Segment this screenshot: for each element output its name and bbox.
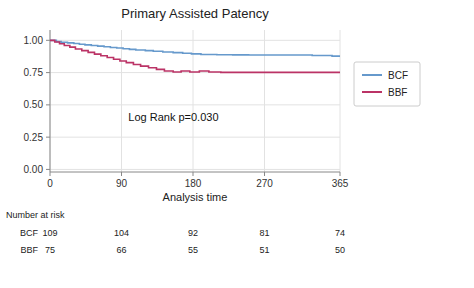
legend-swatch <box>362 91 382 93</box>
grid-line <box>50 30 51 172</box>
risk-count: 66 <box>116 245 126 255</box>
tick-label: 270 <box>256 178 273 189</box>
x-axis <box>50 172 340 173</box>
tick <box>193 172 194 176</box>
tick <box>264 172 265 176</box>
grid-line <box>50 137 340 138</box>
risk-count: 75 <box>45 245 55 255</box>
tick <box>50 172 51 176</box>
grid <box>50 30 340 172</box>
tick-label: 1.00 <box>24 35 44 46</box>
risk-count: 104 <box>114 228 129 238</box>
y-axis <box>50 30 51 172</box>
risk-row-label: BCF <box>20 228 39 238</box>
tick <box>46 72 50 73</box>
tick <box>46 169 50 170</box>
x-label: Analysis time <box>163 191 228 203</box>
risk-count: 92 <box>188 228 198 238</box>
risk-count: 81 <box>260 228 270 238</box>
risk-row-label: BBF <box>20 245 38 255</box>
legend-label: BCF <box>388 70 408 81</box>
grid-line <box>50 104 340 105</box>
grid-line <box>50 169 340 170</box>
legend-box <box>354 62 420 106</box>
tick-label: 0.50 <box>24 99 44 110</box>
tick-label: 90 <box>116 178 128 189</box>
tick <box>340 172 341 176</box>
tick <box>46 40 50 41</box>
survival-curve <box>50 40 340 72</box>
tick <box>46 104 50 105</box>
risk-count: 109 <box>42 228 57 238</box>
tick-label: 0 <box>47 178 53 189</box>
tick <box>46 137 50 138</box>
risk-count: 74 <box>335 228 345 238</box>
risk-count: 55 <box>188 245 198 255</box>
annotation: Log Rank p=0.030 <box>128 111 218 123</box>
tick-label: 365 <box>332 178 349 189</box>
risk-count: 50 <box>335 245 345 255</box>
tick-label: 0.25 <box>24 132 44 143</box>
grid-line <box>264 30 265 172</box>
grid-line <box>121 30 122 172</box>
survival-curve <box>50 40 340 56</box>
risk-table: Number at risk BCF109 104 92 81 74 BBF 75 66 55 51… <box>6 210 345 255</box>
tick <box>121 172 122 176</box>
title: Primary Assisted Patency <box>121 6 269 21</box>
grid-line <box>193 30 194 172</box>
legend: BCF BBF <box>354 62 420 106</box>
chart: Primary Assisted Patency 0.00 0.25 0.50 0.75… <box>0 0 474 288</box>
risk-count: 51 <box>260 245 270 255</box>
grid-line <box>340 30 341 172</box>
risk-title: Number at risk <box>6 210 65 220</box>
tick-label: 0.75 <box>24 67 44 78</box>
tick-label: 180 <box>185 178 202 189</box>
grid-line <box>50 40 340 41</box>
legend-swatch <box>362 74 382 76</box>
tick-label: 0.00 <box>24 164 44 175</box>
legend-label: BBF <box>388 87 407 98</box>
plot-area <box>50 40 340 72</box>
